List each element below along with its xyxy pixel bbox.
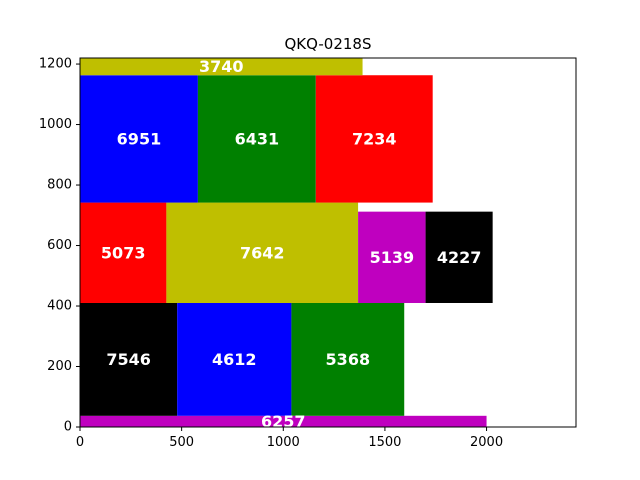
block-label-6431: 6431: [235, 129, 280, 148]
x-tick-label: 1500: [368, 435, 401, 450]
x-axis: 0 500 1000 1500 2000: [76, 427, 503, 450]
labels-layer: 6257 7546 4612 5368 5073 7642 5139 4227 6951 6431…: [101, 57, 481, 431]
block-label-5368: 5368: [326, 350, 371, 369]
block-6431: [197, 75, 316, 203]
block-3740: [80, 58, 363, 76]
block-label-7642: 7642: [240, 243, 285, 262]
block-7234: [315, 75, 433, 203]
block-label-7546: 7546: [106, 350, 151, 369]
block-5139: [358, 211, 426, 303]
block-label-5139: 5139: [370, 248, 415, 267]
block-label-4227: 4227: [437, 248, 482, 267]
y-axis: 0 200 400 600 800 1000 1200: [39, 57, 80, 435]
block-6951: [80, 75, 198, 203]
block-6257: [80, 415, 487, 427]
block-label-6257: 6257: [261, 412, 306, 431]
block-label-7234: 7234: [352, 129, 397, 148]
block-4227: [425, 211, 493, 303]
blocks-layer: [80, 58, 493, 427]
block-4612: [177, 302, 292, 416]
block-7642: [166, 202, 359, 303]
y-tick-label: 800: [47, 178, 72, 193]
block-5073: [80, 202, 167, 303]
y-tick-label: 1000: [39, 117, 72, 132]
block-7546: [80, 302, 178, 416]
y-tick-label: 1200: [39, 57, 72, 72]
y-tick-label: 200: [47, 359, 72, 374]
block-label-3740: 3740: [199, 57, 244, 76]
x-tick-label: 1000: [267, 435, 300, 450]
block-5368: [291, 302, 405, 416]
x-tick-label: 500: [169, 435, 194, 450]
block-label-6951: 6951: [117, 129, 162, 148]
y-tick-label: 400: [47, 299, 72, 314]
block-label-5073: 5073: [101, 243, 146, 262]
plot-area-frame: [79, 57, 577, 428]
chart-title: QKQ-0218S: [285, 35, 372, 53]
x-tick-label: 0: [76, 435, 84, 450]
block-label-4612: 4612: [212, 350, 257, 369]
y-tick-label: 600: [47, 238, 72, 253]
y-tick-label: 0: [64, 420, 72, 435]
x-tick-label: 2000: [470, 435, 503, 450]
